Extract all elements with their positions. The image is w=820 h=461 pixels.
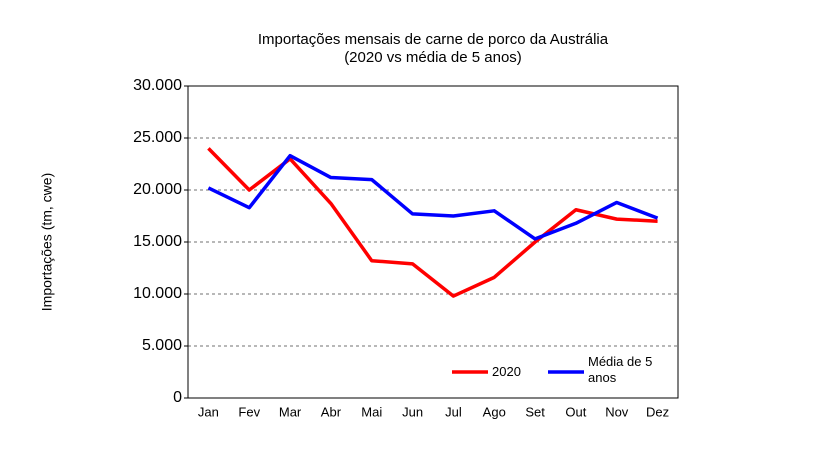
y-tick-label: 25.000 (133, 129, 182, 146)
x-tick-label: Jun (402, 404, 423, 419)
x-tick-label: Dez (646, 404, 669, 419)
y-tick-label: 15.000 (133, 233, 182, 250)
series-line (207, 147, 658, 298)
x-tick-label: Out (565, 404, 586, 419)
x-tick-label: Ago (483, 404, 506, 419)
x-tick-label: Jan (198, 404, 219, 419)
x-tick-label: Set (525, 404, 545, 419)
plot-frame (187, 85, 679, 399)
legend-label: 2020 (492, 364, 521, 379)
x-tick-label: Jul (445, 404, 462, 419)
chart-subtitle: (2020 vs média de 5 anos) (344, 49, 522, 66)
chart-title: Importações mensais de carne de porco da… (258, 31, 609, 48)
series-line (207, 153, 659, 241)
x-tick-label: Abr (321, 404, 342, 419)
x-tick-label: Nov (605, 404, 629, 419)
x-tick-label: Mai (361, 404, 382, 419)
legend-label: Média de 5 anos (588, 354, 653, 385)
y-tick-label: 30.000 (133, 77, 182, 94)
y-tick-label: 20.000 (133, 181, 182, 198)
y-tick-label: 10.000 (133, 285, 182, 302)
y-tick-label: 5.000 (142, 337, 182, 354)
x-tick-label: Mar (279, 404, 302, 419)
y-tick-label: 0 (173, 389, 182, 406)
y-axis-label: Importações (tm, cwe) (39, 173, 55, 311)
x-tick-label: Fev (238, 404, 260, 419)
